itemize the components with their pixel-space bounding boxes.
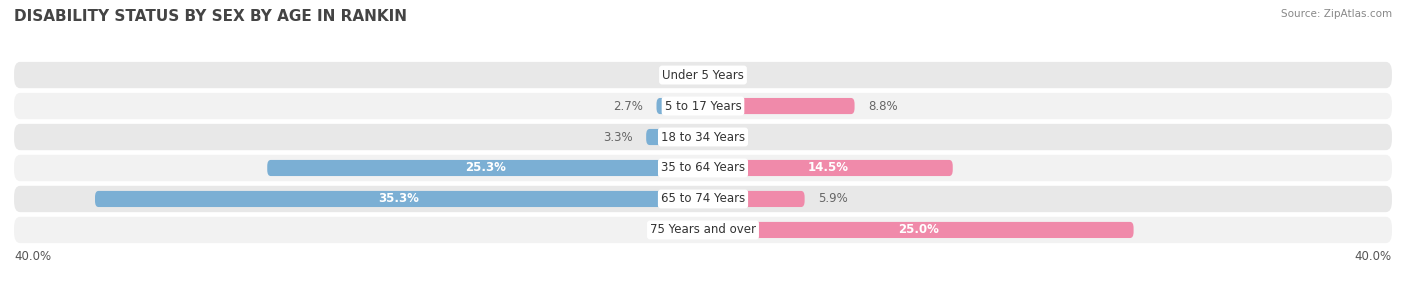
Text: Under 5 Years: Under 5 Years [662,69,744,81]
FancyBboxPatch shape [703,98,855,114]
Text: 0.0%: 0.0% [659,224,689,236]
FancyBboxPatch shape [14,62,1392,88]
Text: 25.3%: 25.3% [465,161,506,174]
FancyBboxPatch shape [14,186,1392,212]
Text: 14.5%: 14.5% [807,161,848,174]
FancyBboxPatch shape [14,93,1392,119]
FancyBboxPatch shape [14,217,1392,243]
FancyBboxPatch shape [657,98,703,114]
Text: 5 to 17 Years: 5 to 17 Years [665,99,741,113]
Text: 5.9%: 5.9% [818,192,848,206]
Text: 35 to 64 Years: 35 to 64 Years [661,161,745,174]
FancyBboxPatch shape [703,191,804,207]
FancyBboxPatch shape [267,160,703,176]
FancyBboxPatch shape [96,191,703,207]
Text: 3.3%: 3.3% [603,131,633,144]
Text: 18 to 34 Years: 18 to 34 Years [661,131,745,144]
FancyBboxPatch shape [14,124,1392,150]
Text: 25.0%: 25.0% [898,224,939,236]
Text: 40.0%: 40.0% [1355,250,1392,263]
Text: 35.3%: 35.3% [378,192,419,206]
Text: 0.0%: 0.0% [659,69,689,81]
Text: 40.0%: 40.0% [14,250,51,263]
Text: DISABILITY STATUS BY SEX BY AGE IN RANKIN: DISABILITY STATUS BY SEX BY AGE IN RANKI… [14,9,408,24]
FancyBboxPatch shape [647,129,703,145]
FancyBboxPatch shape [703,222,1133,238]
Text: Source: ZipAtlas.com: Source: ZipAtlas.com [1281,9,1392,19]
FancyBboxPatch shape [703,160,953,176]
Text: 0.0%: 0.0% [717,131,747,144]
FancyBboxPatch shape [14,155,1392,181]
Text: 8.8%: 8.8% [869,99,898,113]
Text: 65 to 74 Years: 65 to 74 Years [661,192,745,206]
Text: 2.7%: 2.7% [613,99,643,113]
Text: 0.0%: 0.0% [717,69,747,81]
Text: 75 Years and over: 75 Years and over [650,224,756,236]
